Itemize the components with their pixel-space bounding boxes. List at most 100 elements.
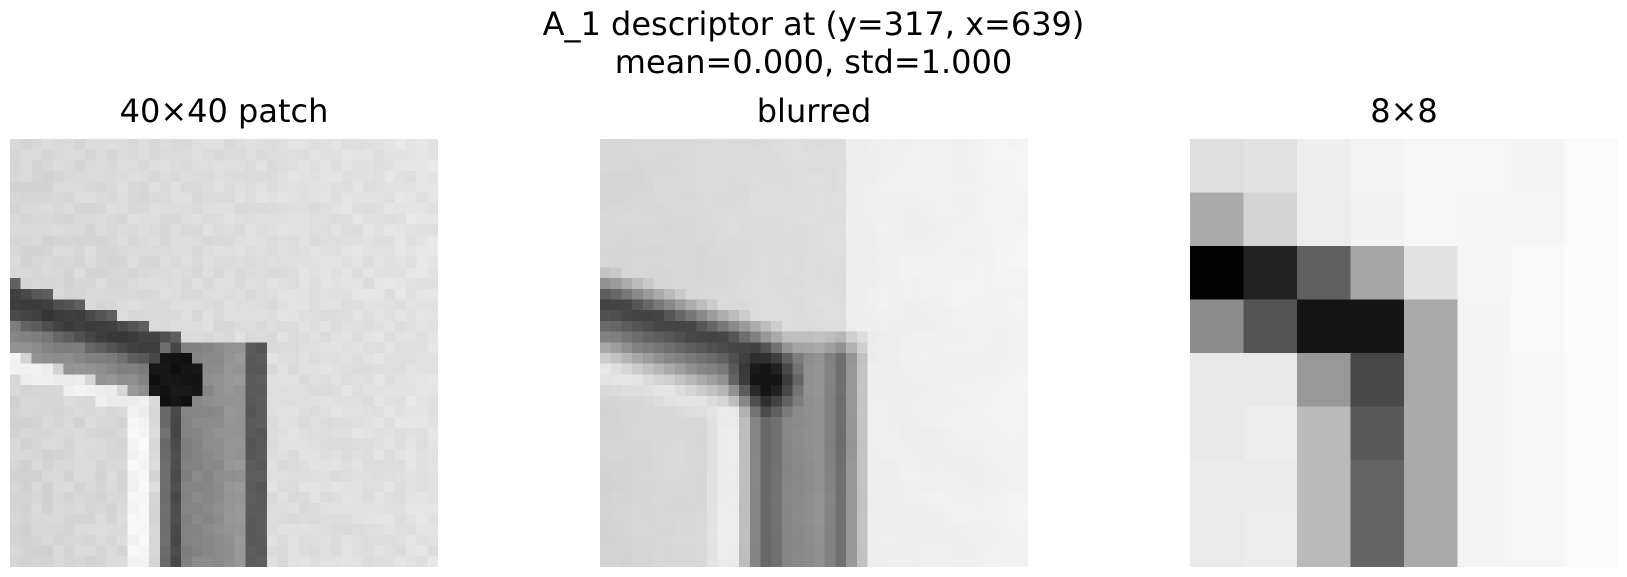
patch-pixel [149, 181, 161, 194]
blurred-pixel [995, 171, 1008, 183]
patch-pixel [427, 395, 438, 408]
blurred-pixel [824, 513, 836, 525]
blurred-pixel [1006, 353, 1018, 365]
blurred-pixel [600, 353, 612, 365]
patch-pixel [373, 417, 386, 429]
patch-pixel [416, 278, 428, 290]
patch-pixel [42, 192, 54, 204]
patch-pixel [288, 149, 300, 161]
patch-pixel [74, 417, 86, 429]
blurred-pixel [953, 374, 965, 386]
patch-pixel [224, 385, 236, 397]
blurred-pixel [739, 524, 751, 536]
descriptor-cell [1190, 246, 1245, 301]
patch-pixel [10, 203, 22, 215]
blurred-pixel [824, 203, 836, 215]
blurred-pixel [728, 427, 740, 440]
patch-pixel [266, 363, 279, 375]
blurred-pixel [728, 267, 740, 279]
blurred-pixel [717, 342, 729, 354]
patch-pixel [363, 181, 375, 194]
blurred-pixel [974, 288, 986, 301]
blurred-pixel [696, 395, 708, 408]
blurred-pixel [674, 149, 687, 161]
patch-pixel [395, 171, 407, 183]
patch-pixel [127, 427, 139, 440]
blurred-pixel [674, 353, 687, 365]
patch-pixel [127, 385, 139, 397]
blurred-pixel [878, 181, 890, 194]
patch-pixel [106, 320, 118, 333]
descriptor-cell [1457, 139, 1512, 194]
patch-pixel [202, 310, 214, 322]
blurred-pixel [846, 299, 858, 311]
patch-pixel [42, 449, 54, 461]
patch-pixel [31, 438, 43, 450]
patch-pixel [213, 481, 225, 493]
patch-pixel [331, 427, 343, 440]
blurred-pixel [846, 278, 858, 290]
blurred-pixel [1017, 438, 1028, 450]
blurred-pixel [696, 181, 708, 194]
patch-pixel [224, 181, 236, 194]
patch-pixel [245, 502, 257, 515]
patch-pixel [170, 481, 182, 493]
blurred-pixel [931, 171, 943, 183]
patch-pixel [213, 492, 225, 504]
patch-pixel [405, 310, 418, 322]
blurred-pixel [974, 331, 986, 343]
patch-pixel [277, 460, 289, 472]
patch-pixel [31, 299, 43, 311]
descriptor-cell [1190, 460, 1245, 515]
blurred-pixel [749, 492, 762, 504]
blurred-pixel [921, 492, 933, 504]
blurred-pixel [739, 224, 751, 236]
descriptor-cell [1243, 513, 1298, 567]
blurred-pixel [696, 320, 708, 333]
blurred-pixel [974, 395, 986, 408]
blurred-pixel [664, 374, 676, 386]
blurred-pixel [739, 481, 751, 493]
blurred-pixel [600, 534, 612, 547]
blurred-pixel [728, 256, 740, 268]
blurred-pixel [953, 149, 965, 161]
patch-pixel [405, 556, 418, 567]
blurred-pixel [781, 203, 794, 215]
blurred-pixel [856, 545, 869, 557]
patch-pixel [10, 224, 22, 236]
blurred-pixel [749, 556, 762, 567]
patch-pixel [149, 310, 161, 322]
patch-pixel [159, 534, 172, 547]
blurred-pixel [717, 395, 729, 408]
patch-pixel [373, 545, 386, 557]
blurred-pixel [771, 288, 783, 301]
blurred-pixel [664, 524, 676, 536]
blurred-pixel [867, 246, 879, 258]
blurred-pixel [728, 534, 740, 547]
blurred-pixel [621, 374, 633, 386]
blurred-pixel [995, 460, 1008, 472]
patch-pixel [127, 545, 139, 557]
patch-pixel [288, 363, 300, 375]
patch-pixel [277, 299, 289, 311]
blurred-pixel [739, 288, 751, 301]
blurred-pixel [1017, 534, 1028, 547]
patch-pixel [309, 149, 321, 161]
patch-pixel [31, 417, 43, 429]
patch-pixel [373, 492, 386, 504]
blurred-pixel [642, 395, 655, 408]
blurred-pixel [600, 331, 612, 343]
blurred-pixel [707, 406, 719, 418]
blurred-pixel [931, 481, 943, 493]
patch-pixel [384, 320, 396, 333]
blurred-pixel [803, 320, 815, 333]
patch-pixel [363, 417, 375, 429]
blurred-pixel [642, 192, 655, 204]
patch-pixel [384, 256, 396, 268]
blurred-pixel [771, 299, 783, 311]
patch-pixel [352, 545, 364, 557]
patch-pixel [159, 278, 172, 290]
blurred-pixel [610, 267, 622, 279]
blurred-pixel [621, 395, 633, 408]
patch-pixel [309, 353, 321, 365]
